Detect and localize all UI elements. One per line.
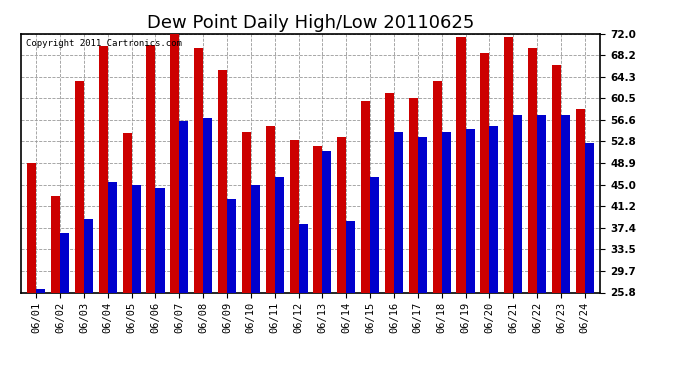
- Bar: [146, 45, 155, 375]
- Bar: [418, 137, 427, 375]
- Bar: [241, 132, 251, 375]
- Bar: [346, 221, 355, 375]
- Bar: [322, 152, 331, 375]
- Bar: [575, 110, 585, 375]
- Bar: [132, 185, 141, 375]
- Bar: [155, 188, 164, 375]
- Bar: [75, 81, 84, 375]
- Bar: [457, 36, 466, 375]
- Bar: [27, 163, 36, 375]
- Bar: [99, 46, 108, 375]
- Bar: [275, 177, 284, 375]
- Bar: [218, 70, 227, 375]
- Bar: [361, 101, 370, 375]
- Title: Dew Point Daily High/Low 20110625: Dew Point Daily High/Low 20110625: [147, 14, 474, 32]
- Bar: [123, 133, 132, 375]
- Bar: [480, 53, 489, 375]
- Bar: [266, 126, 275, 375]
- Bar: [36, 289, 46, 375]
- Bar: [433, 81, 442, 375]
- Bar: [528, 48, 537, 375]
- Bar: [108, 182, 117, 375]
- Bar: [170, 26, 179, 375]
- Bar: [385, 93, 394, 375]
- Bar: [561, 115, 570, 375]
- Bar: [179, 120, 188, 375]
- Bar: [60, 232, 69, 375]
- Bar: [408, 98, 418, 375]
- Bar: [585, 143, 594, 375]
- Bar: [227, 199, 236, 375]
- Bar: [313, 146, 322, 375]
- Bar: [337, 137, 346, 375]
- Bar: [251, 185, 260, 375]
- Bar: [203, 118, 213, 375]
- Bar: [290, 140, 299, 375]
- Text: Copyright 2011 Cartronics.com: Copyright 2011 Cartronics.com: [26, 39, 182, 48]
- Bar: [394, 132, 403, 375]
- Bar: [194, 48, 203, 375]
- Bar: [513, 115, 522, 375]
- Bar: [84, 219, 93, 375]
- Bar: [299, 224, 308, 375]
- Bar: [489, 126, 498, 375]
- Bar: [504, 36, 513, 375]
- Bar: [370, 177, 380, 375]
- Bar: [466, 129, 475, 375]
- Bar: [442, 132, 451, 375]
- Bar: [537, 115, 546, 375]
- Bar: [51, 196, 60, 375]
- Bar: [552, 64, 561, 375]
